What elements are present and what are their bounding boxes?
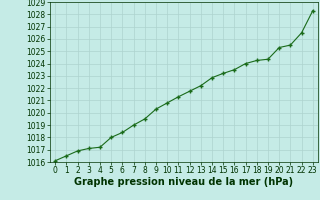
X-axis label: Graphe pression niveau de la mer (hPa): Graphe pression niveau de la mer (hPa)	[75, 177, 293, 187]
